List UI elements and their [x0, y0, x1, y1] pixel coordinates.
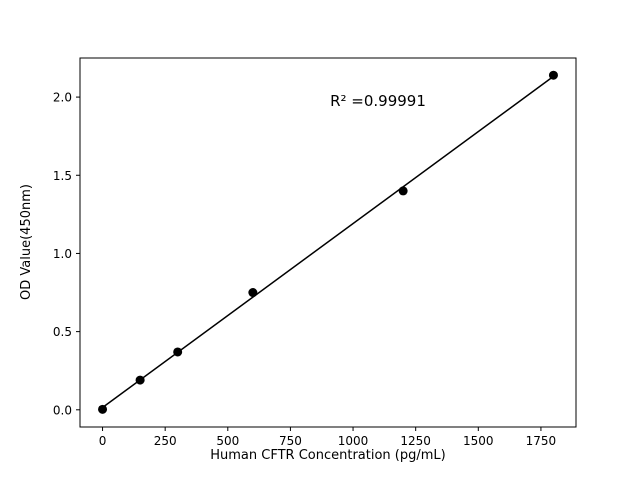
- fit-line: [102, 75, 554, 409]
- plot-frame: [79, 57, 577, 428]
- x-tick-label: 250: [154, 434, 177, 448]
- y-tick-label: 1.5: [53, 169, 72, 183]
- y-axis-label: OD Value(450nm): [19, 184, 34, 300]
- y-tick-label: 0.0: [53, 403, 72, 417]
- x-tick-label: 500: [216, 434, 239, 448]
- plot-area: 0 250 500 750 1000 1250 1500 1750 0.0 0.5 1.0 1.5 2.…: [53, 57, 577, 448]
- y-tick-label: 0.5: [53, 325, 72, 339]
- y-tick-label: 2.0: [53, 91, 72, 105]
- data-point: [135, 375, 145, 385]
- x-tick-label: 1000: [338, 434, 369, 448]
- y-tick-label: 1.0: [53, 247, 72, 261]
- x-tick-label: 1750: [526, 434, 557, 448]
- x-axis-label: Human CFTR Concentration (pg/mL): [210, 448, 445, 463]
- r-squared-annotation: R² =0.99991: [330, 92, 426, 110]
- data-point: [398, 186, 408, 196]
- data-point: [548, 70, 558, 80]
- x-tick-label: 1250: [400, 434, 431, 448]
- data-point: [98, 404, 108, 414]
- data-point: [248, 288, 258, 298]
- x-tick-label: 0: [99, 434, 107, 448]
- x-tick-label: 1500: [463, 434, 494, 448]
- data-point: [173, 347, 183, 357]
- x-tick-label: 750: [279, 434, 302, 448]
